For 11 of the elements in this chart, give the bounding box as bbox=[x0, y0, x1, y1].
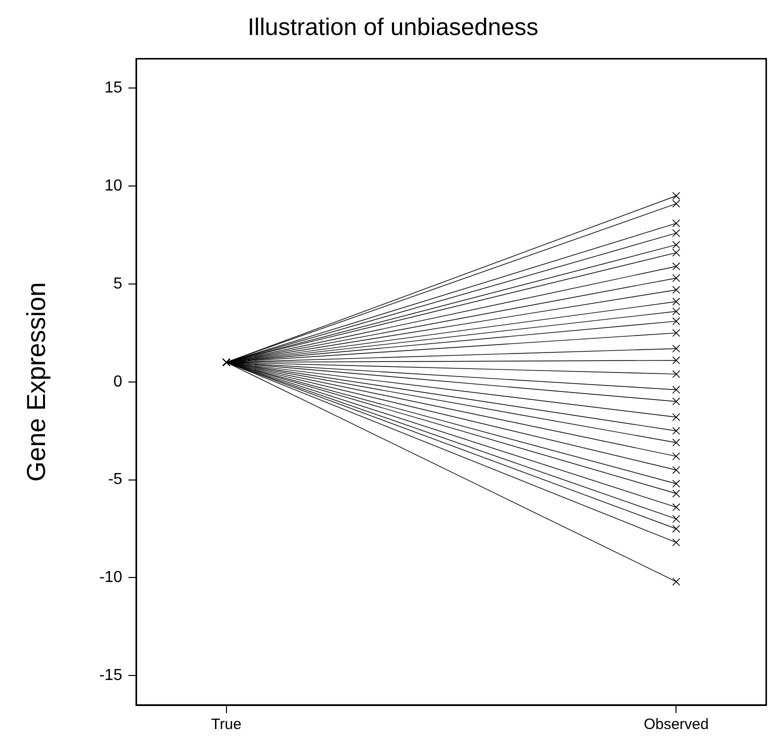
y-tick-label: 0 bbox=[113, 373, 122, 390]
y-tick-label: 5 bbox=[113, 275, 122, 292]
y-tick-label: -15 bbox=[99, 667, 122, 684]
y-axis-title: Gene Expression bbox=[20, 282, 51, 482]
y-tick-label: -10 bbox=[99, 569, 122, 586]
y-tick-label: 10 bbox=[104, 177, 122, 194]
y-tick-label: 15 bbox=[104, 80, 122, 97]
y-tick-label: -5 bbox=[108, 471, 122, 488]
x-tick-label: True bbox=[211, 716, 242, 734]
chart-title: Illustration of unbiasedness bbox=[248, 14, 538, 42]
x-tick-label: Observed bbox=[644, 716, 709, 734]
